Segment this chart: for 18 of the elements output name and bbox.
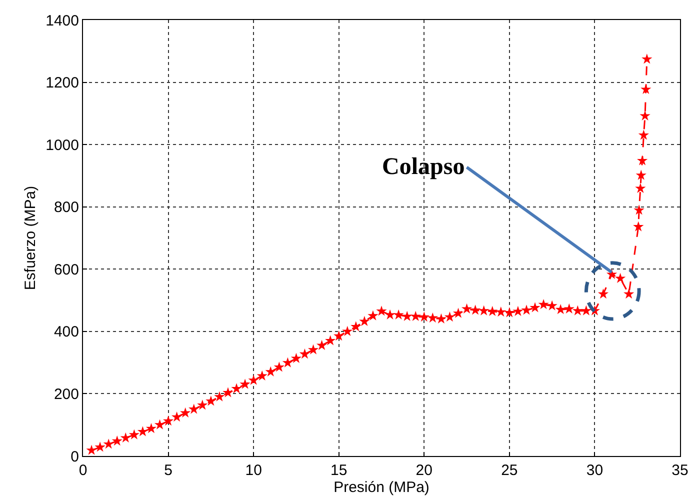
y-axis-title: Esfuerzo (MPa) xyxy=(22,186,39,290)
x-tick-label: 20 xyxy=(416,462,432,479)
x-tick-label: 30 xyxy=(586,462,604,479)
x-axis-title: Presión (MPa) xyxy=(334,479,430,496)
y-tick-label: 0 xyxy=(70,448,79,466)
y-tick-label: 200 xyxy=(54,386,79,403)
x-tick-label: 35 xyxy=(672,462,688,479)
y-tick-label: 1200 xyxy=(46,74,79,92)
y-tick-label: 600 xyxy=(54,261,79,278)
x-tick-label: 25 xyxy=(501,462,518,479)
y-tick-label: 1400 xyxy=(46,12,79,30)
x-tick-label: 15 xyxy=(330,462,348,479)
y-tick-label: 800 xyxy=(54,199,79,216)
annotation: Colapso xyxy=(382,154,465,180)
x-tick-label: 5 xyxy=(164,462,172,479)
x-tick-label: 10 xyxy=(245,462,262,479)
y-tick-label: 400 xyxy=(54,324,79,341)
y-tick-label: 1000 xyxy=(46,136,79,154)
